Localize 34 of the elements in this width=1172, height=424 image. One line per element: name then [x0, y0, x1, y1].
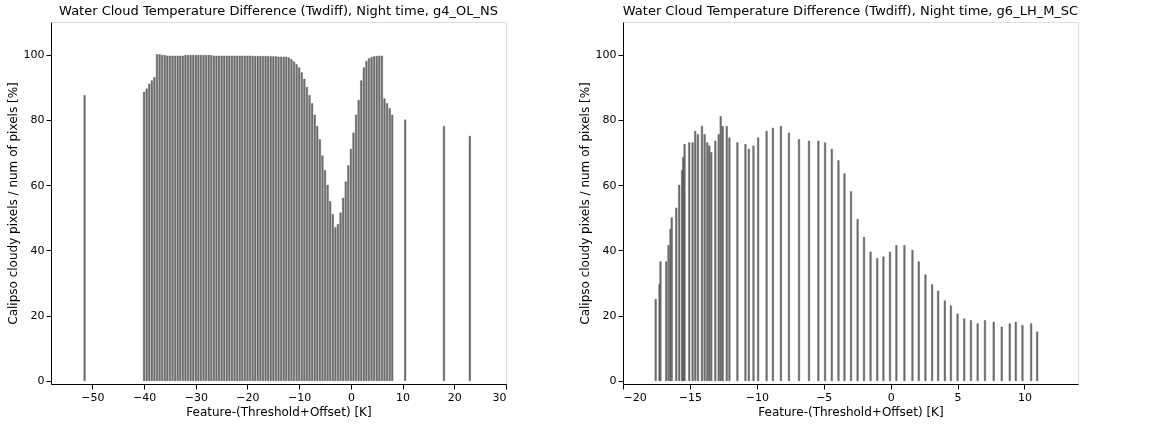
y-axis-title: Calipso cloudy pixels / num of pixels [%]	[577, 82, 592, 325]
x-tick-label: −15	[678, 390, 703, 404]
x-tick-label: −10	[288, 390, 312, 404]
y-tick-label: 20	[602, 309, 617, 323]
x-tick-label: 0	[887, 390, 895, 404]
x-tick-label: 5	[954, 390, 962, 404]
y-tick-label: 80	[30, 113, 45, 127]
y-tick-label: 60	[30, 178, 45, 192]
chart-title: Water Cloud Temperature Difference (Twdiff), Night time, g4_OL_NS	[59, 3, 498, 18]
chart-title: Water Cloud Temperature Difference (Twdiff), Night time, g6_LH_M_SC	[622, 3, 1079, 18]
x-tick-label: −5	[816, 390, 833, 404]
x-tick-label: −30	[184, 390, 208, 404]
y-tick-label: 100	[595, 48, 617, 62]
y-tick-label: 100	[23, 48, 45, 62]
x-tick-label: −40	[132, 390, 157, 404]
y-tick-label: 60	[602, 178, 617, 192]
x-tick-label: −10	[745, 390, 769, 404]
y-tick-label: 40	[602, 243, 617, 257]
x-axis-title: Feature-(Threshold+Offset) [K]	[186, 404, 372, 419]
x-tick-label: −20	[236, 390, 260, 404]
x-tick-label: 10	[1017, 390, 1032, 404]
x-tick-label: −20	[623, 390, 647, 404]
y-axis-title: Calipso cloudy pixels / num of pixels [%]	[5, 82, 20, 325]
y-tick-label: 0	[609, 374, 617, 388]
x-tick-label: 20	[447, 390, 462, 404]
y-tick-label: 80	[602, 113, 617, 127]
x-tick-label: 30	[492, 390, 507, 404]
y-tick-label: 20	[30, 309, 45, 323]
x-tick-label: −50	[81, 390, 105, 404]
y-tick-label: 40	[30, 243, 45, 257]
x-tick-label: 10	[396, 390, 411, 404]
x-tick-label: 0	[347, 390, 355, 404]
y-tick-label: 0	[37, 374, 45, 388]
x-axis-title: Feature-(Threshold+Offset) [K]	[758, 404, 944, 419]
